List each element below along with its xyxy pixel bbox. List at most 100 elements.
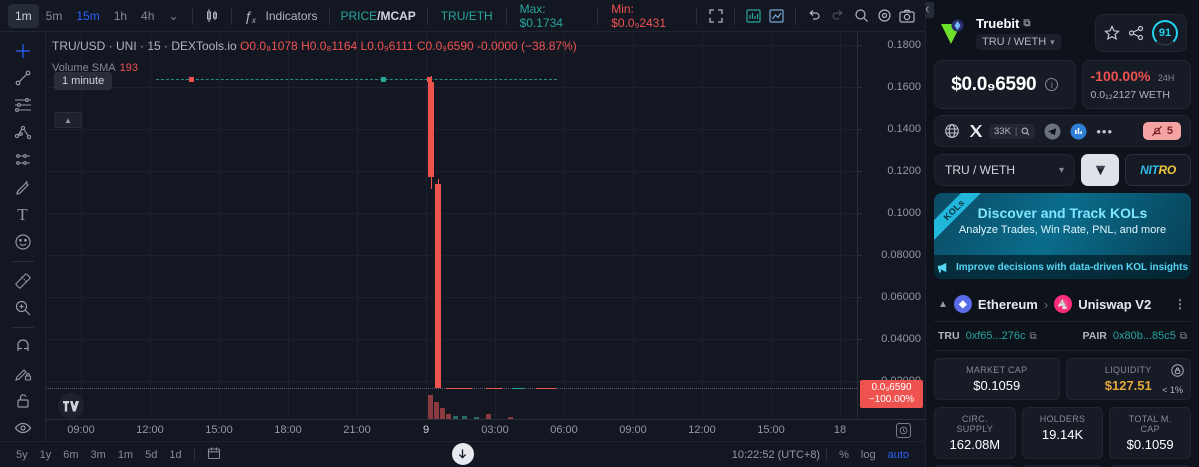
dex-name[interactable]: Uniswap V2 — [1078, 296, 1152, 312]
total-mcap-card: TOTAL M. CAP $0.1059 — [1109, 407, 1192, 459]
interval-tooltip: 1 minute — [54, 72, 113, 90]
star-icon[interactable] — [1104, 25, 1120, 41]
chart-icon[interactable] — [1070, 123, 1087, 140]
indicators-label[interactable]: Indicators — [265, 8, 318, 23]
price-change-pct: -100.00% — [1090, 68, 1151, 84]
emoji-tool[interactable] — [8, 230, 38, 255]
toolbar-divider-9 — [795, 6, 797, 25]
more-dots-icon[interactable]: ••• — [1096, 123, 1114, 139]
sma-marker — [427, 77, 432, 82]
horizontal-lines-tool[interactable] — [8, 93, 38, 118]
chart-clock[interactable]: 10:22:52 (UTC+8) — [731, 448, 821, 461]
search-icon — [1021, 127, 1030, 135]
interval-15m[interactable]: 15m — [76, 8, 100, 23]
candle-body — [428, 82, 434, 177]
range-1y[interactable]: 1y — [39, 448, 52, 461]
kol-subtitle: Analyze Trades, Win Rate, PNL, and more — [958, 224, 1167, 236]
x-twitter-icon[interactable] — [969, 124, 983, 138]
text-tool[interactable]: T — [17, 204, 28, 224]
interval-more[interactable]: ⌄ — [168, 8, 179, 23]
pair-toggle-tru-eth[interactable]: TRU/ETH — [440, 8, 493, 23]
range-3m[interactable]: 3m — [90, 448, 106, 461]
token-address-value[interactable]: 0xf65...276c — [965, 330, 1026, 342]
fullscreen-icon[interactable] — [704, 5, 727, 27]
collapse-pane-button[interactable]: ▲ — [54, 112, 82, 128]
camera-icon[interactable] — [896, 5, 919, 27]
token-score[interactable]: 91 — [1152, 20, 1178, 46]
measure-tool[interactable] — [8, 268, 38, 293]
pair-address-value[interactable]: 0x80b...85c5 — [1112, 330, 1176, 342]
undo-icon[interactable] — [803, 5, 826, 27]
kebab-menu-icon[interactable]: ⋮ — [1174, 297, 1187, 311]
hide-drawings-tool[interactable] — [8, 416, 38, 441]
interval-1h[interactable]: 1h — [113, 8, 128, 23]
price-toggle[interactable]: PRICE — [340, 8, 378, 23]
pair-selector-label: TRU / WETH — [945, 163, 1015, 177]
trend-line-tool[interactable] — [8, 65, 38, 90]
zoom-tool[interactable] — [8, 295, 38, 320]
kol-promo-banner[interactable]: KOLs Discover and Track KOLs Analyze Tra… — [934, 193, 1191, 279]
copy-icon[interactable]: ⧉ — [1023, 18, 1031, 29]
token-pair-chip[interactable]: TRU / WETH ▾ — [976, 34, 1061, 50]
close-panel-icon[interactable]: ✕ — [926, 2, 934, 18]
pair-address-label: PAIR — [1082, 330, 1107, 342]
time-tick: 15:00 — [205, 424, 233, 436]
range-1d[interactable]: 1d — [169, 448, 182, 461]
price-pane[interactable]: TRU/USD · UNI · 15 · DEXTools.io O0.0₈10… — [46, 32, 857, 419]
fib-tool[interactable] — [8, 120, 38, 145]
interval-5m[interactable]: 5m — [45, 8, 63, 23]
tools-divider-1 — [11, 261, 34, 262]
x-follower-chip[interactable]: 33K | — [989, 123, 1036, 139]
chevron-up-icon[interactable]: ▲ — [938, 298, 948, 310]
info-icon[interactable]: i — [1045, 78, 1059, 91]
range-5d[interactable]: 5d — [145, 448, 158, 461]
stats-pair-row: MARKET CAP $0.1059 LIQUIDITY $127.51 < 1… — [934, 358, 1191, 400]
chart-line-icon[interactable] — [765, 5, 788, 27]
interval-1m[interactable]: 1m — [8, 3, 39, 28]
toolbar-divider-7 — [696, 6, 698, 25]
globe-icon[interactable] — [944, 123, 960, 139]
interval-4h[interactable]: 4h — [141, 8, 155, 23]
alert-off-badge[interactable]: 5 — [1142, 122, 1181, 140]
chain-name[interactable]: Ethereum — [977, 296, 1038, 312]
liquidity-card: LIQUIDITY $127.51 < 1% — [1065, 358, 1191, 400]
settings-icon[interactable] — [873, 5, 896, 27]
diamond-button[interactable] — [1081, 154, 1119, 186]
pitchfork-tool[interactable] — [8, 148, 38, 173]
range-5y[interactable]: 5y — [16, 448, 28, 461]
cursor-tool[interactable] — [8, 38, 38, 63]
search-icon[interactable] — [850, 5, 873, 27]
timezone-clock-icon[interactable] — [896, 423, 911, 438]
calendar-icon[interactable] — [201, 443, 227, 466]
chart-bars-icon[interactable] — [742, 5, 765, 27]
chart-legend: TRU/USD · UNI · 15 · DEXTools.io O0.0₈10… — [52, 38, 577, 76]
copy-icon[interactable]: ⧉ — [1029, 330, 1037, 342]
magnet-tool[interactable] — [8, 333, 38, 358]
auto-scale-toggle[interactable]: auto — [887, 448, 909, 461]
scroll-to-latest-icon[interactable] — [451, 443, 474, 465]
tradingview-logo[interactable] — [58, 393, 84, 419]
change-row: -100.00% 24H — [1091, 68, 1182, 86]
candle-style-icon[interactable] — [200, 5, 223, 27]
lock-tool[interactable] — [8, 388, 38, 413]
indicators-fx-icon[interactable]: ƒx — [244, 7, 256, 25]
share-icon[interactable] — [1128, 25, 1144, 41]
log-scale-toggle[interactable]: log — [860, 448, 876, 461]
percent-scale-toggle[interactable]: % — [839, 448, 849, 461]
chevron-down-icon: ▾ — [1058, 164, 1064, 176]
price-axis[interactable]: 0.1800 0.1600 0.1400 0.1200 0.1000 0.080… — [857, 32, 925, 419]
lock-drawings-tool[interactable] — [8, 361, 38, 386]
nitro-button[interactable]: NIT RO — [1125, 154, 1191, 186]
mcap-toggle[interactable]: /MCAP — [377, 8, 416, 23]
time-axis[interactable]: 09:00 12:00 15:00 18:00 21:00 9 03:00 06… — [46, 419, 925, 441]
copy-icon[interactable]: ⧉ — [1179, 330, 1187, 342]
range-1m[interactable]: 1m — [117, 448, 134, 461]
pair-selector[interactable]: TRU / WETH ▾ — [934, 154, 1075, 186]
telegram-icon[interactable] — [1044, 123, 1061, 140]
redo-icon[interactable] — [826, 5, 849, 27]
range-6m[interactable]: 6m — [63, 448, 79, 461]
chart-canvas[interactable]: TRU/USD · UNI · 15 · DEXTools.io O0.0₈10… — [46, 32, 925, 441]
brush-tool[interactable] — [8, 175, 38, 200]
token-identity: Truebit ⧉ TRU / WETH ▾ — [976, 16, 1061, 50]
lock-icon[interactable] — [1171, 364, 1184, 380]
